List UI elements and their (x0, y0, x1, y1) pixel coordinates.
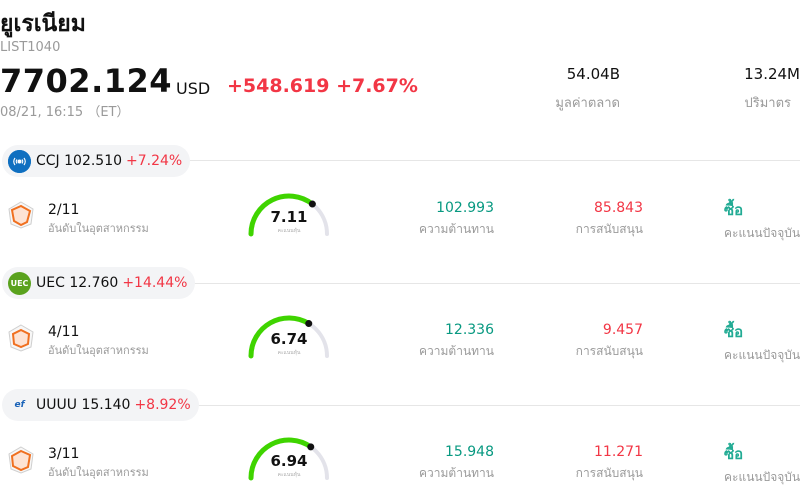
price-change: +548.619 +7.67% (227, 75, 418, 97)
rating-label: คะแนนปัจจุบัน (724, 470, 800, 484)
price-timestamp: 08/21, 16:15 （ET） (0, 105, 130, 120)
page-title: ยูเรเนียม (0, 11, 86, 37)
stock-score-gauge (248, 193, 329, 237)
volume-value: 13.24M (744, 65, 800, 83)
resistance-label: ความต้านทาน (419, 222, 494, 236)
stock-score: 6.74 (270, 330, 308, 348)
stock-pill-uuuu[interactable]: ef UUUU 15.140 +8.92% (2, 389, 199, 421)
industry-rank: 3/11 (48, 446, 80, 462)
support-label: การสนับสนุน (575, 222, 643, 236)
section-divider (190, 160, 800, 161)
market-cap-value: 54.04B (566, 65, 620, 83)
support-value: 11.271 (594, 444, 643, 460)
section-divider (196, 405, 800, 406)
industry-radar-icon (8, 324, 34, 352)
uuuu-logo-icon: ef (14, 400, 25, 410)
industry-rank-label: อันดับในอุตสาหกรรม (48, 466, 149, 479)
support-label: การสนับสนุน (575, 344, 643, 358)
stock-score-label: คะแนนหุ้น (277, 228, 301, 234)
industry-rank-label: อันดับในอุตสาหกรรม (48, 222, 149, 235)
stock-symbol-price: UUUU 15.140 (36, 397, 131, 413)
resistance-label: ความต้านทาน (419, 466, 494, 480)
resistance-value: 102.993 (436, 200, 494, 216)
industry-radar-icon (8, 201, 34, 229)
ccj-logo-icon (8, 149, 31, 173)
stock-pill-ccj[interactable]: CCJ 102.510 +7.24% (2, 145, 191, 177)
market-cap-label: มูลค่าตลาด (555, 96, 620, 111)
stock-score: 6.94 (270, 452, 308, 470)
uec-logo-icon: UEC (8, 271, 31, 295)
index-code: LIST1040 (0, 40, 61, 55)
stock-score-label: คะแนนหุ้น (277, 472, 301, 478)
rating-buy[interactable]: ซื้อ (724, 323, 744, 341)
section-divider (192, 283, 800, 284)
stock-score-gauge (248, 437, 329, 481)
support-label: การสนับสนุน (575, 466, 643, 480)
stock-symbol-price: CCJ 102.510 (36, 153, 123, 169)
resistance-label: ความต้านทาน (419, 344, 494, 358)
resistance-value: 12.336 (445, 322, 494, 338)
stock-change: +8.92% (134, 397, 191, 413)
resistance-value: 15.948 (445, 444, 494, 460)
stock-change: +7.24% (126, 153, 183, 169)
industry-rank: 2/11 (48, 202, 80, 218)
rating-label: คะแนนปัจจุบัน (724, 348, 800, 362)
support-value: 9.457 (602, 322, 643, 338)
stock-change: +14.44% (122, 275, 188, 291)
stock-symbol-price: UEC 12.760 (36, 275, 119, 291)
rating-label: คะแนนปัจจุบัน (724, 226, 800, 240)
industry-rank-label: อันดับในอุตสาหกรรม (48, 344, 149, 357)
index-price: 7702.124 (0, 62, 173, 100)
industry-rank: 4/11 (48, 324, 80, 340)
volume-label: ปริมาตร (744, 96, 791, 111)
support-value: 85.843 (594, 200, 643, 216)
rating-buy[interactable]: ซื้อ (724, 201, 744, 219)
price-currency: USD (176, 79, 211, 98)
rating-buy[interactable]: ซื้อ (724, 445, 744, 463)
industry-radar-icon (8, 446, 34, 474)
stock-score: 7.11 (270, 208, 308, 226)
stock-score-label: คะแนนหุ้น (277, 350, 301, 356)
stock-score-gauge (248, 315, 329, 359)
stock-pill-uec[interactable]: UEC UEC 12.760 +14.44% (2, 267, 196, 299)
